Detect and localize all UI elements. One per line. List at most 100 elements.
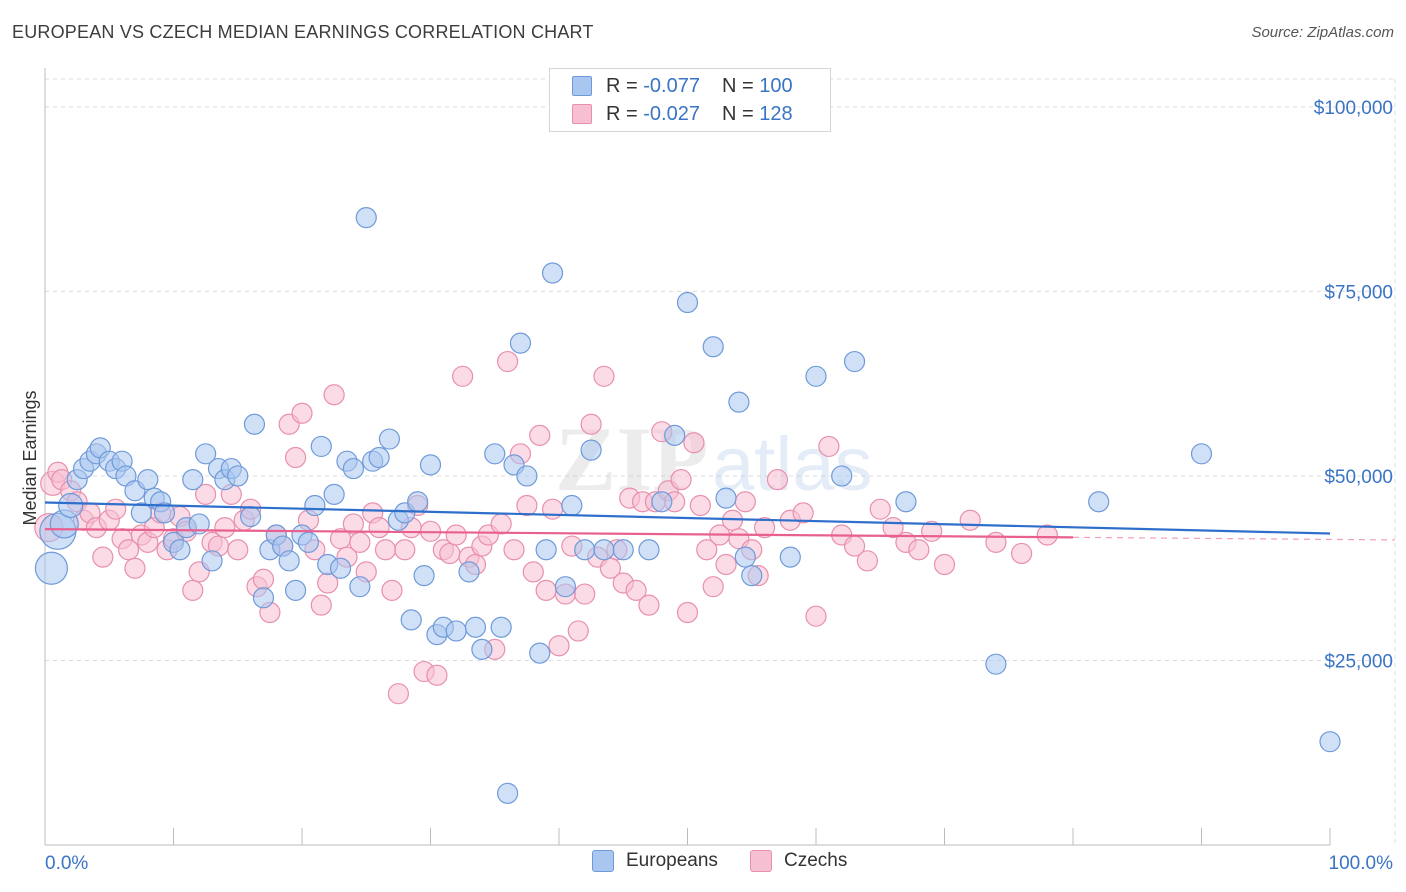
czech-point: [349, 531, 371, 553]
czech-point: [105, 498, 127, 520]
european-point: [323, 483, 345, 506]
european-point: [278, 550, 300, 572]
european-point: [201, 550, 223, 572]
european-point: [561, 494, 583, 517]
czech-point: [452, 365, 474, 387]
czech-point: [541, 498, 564, 520]
legend-swatch-europeans: [572, 76, 592, 96]
legend-label: Europeans: [626, 850, 718, 871]
european-point: [728, 391, 750, 413]
source-label: Source: ZipAtlas.com: [1251, 24, 1394, 41]
european-point: [169, 539, 191, 561]
czech-point: [522, 561, 544, 583]
czech-point: [529, 424, 551, 446]
czech-point: [753, 517, 776, 539]
czech-point: [593, 365, 615, 387]
european-point: [593, 539, 615, 561]
european-point: [535, 539, 557, 561]
legend-label: Czechs: [784, 850, 848, 871]
european-point: [985, 653, 1007, 675]
r-label: R =: [606, 102, 644, 125]
european-point: [471, 638, 493, 661]
czech-point: [574, 583, 596, 605]
czech-point: [548, 635, 570, 657]
czech-point: [985, 531, 1007, 553]
european-point: [1319, 731, 1341, 753]
european-point: [1190, 443, 1213, 465]
y-tick-label: $75,000: [1324, 282, 1393, 303]
legend-swatch-czechs: [572, 104, 592, 124]
european-point: [252, 587, 275, 609]
czech-point: [535, 579, 557, 601]
czech-point: [766, 469, 789, 491]
czech-point: [291, 402, 313, 424]
axis-labels: $25,000 $50,000 $75,000 $100,000 0.0% 100.0% M…: [20, 98, 1393, 874]
europeans-trend-line: [44, 501, 1331, 535]
european-point: [741, 564, 763, 587]
czech-point: [516, 494, 538, 517]
czech-point: [580, 413, 602, 435]
czech-point: [323, 384, 345, 406]
european-point: [297, 531, 320, 553]
correlation-legend: R = -0.077 N = 100 R = -0.027 N = 128: [549, 68, 831, 132]
czech-point: [689, 494, 711, 517]
czech-point: [374, 539, 397, 561]
y-tick-label: $50,000: [1324, 467, 1393, 488]
european-point: [516, 465, 538, 487]
european-point: [529, 642, 551, 664]
european-point: [342, 457, 364, 480]
czechs-trend-line: [44, 527, 1074, 539]
european-point: [638, 539, 660, 561]
czech-point: [445, 524, 467, 546]
n-label: N =: [721, 102, 760, 125]
european-point: [349, 576, 371, 598]
r-label: R =: [606, 74, 644, 97]
czech-point: [599, 557, 622, 579]
european-point: [355, 207, 377, 229]
european-point: [541, 262, 564, 284]
european-point: [734, 546, 756, 568]
european-point: [651, 491, 673, 513]
czech-point: [818, 435, 840, 458]
czech-point: [387, 683, 409, 705]
european-point: [1088, 491, 1110, 513]
legend-row-czechs: R = -0.027 N = 128: [572, 101, 793, 127]
european-point: [779, 546, 801, 568]
legend-swatch-czechs: [750, 850, 772, 872]
czech-point: [670, 469, 692, 491]
european-point: [490, 616, 512, 638]
czech-point: [1010, 542, 1033, 565]
czech-point: [959, 509, 981, 531]
european-point: [676, 291, 699, 314]
x-tick-label-max: 100.0%: [1329, 853, 1394, 874]
czech-point: [368, 517, 390, 539]
r-value: -0.027: [643, 102, 700, 125]
legend-item-czechs[interactable]: Czechs: [750, 850, 847, 872]
czech-point: [426, 664, 448, 686]
legend-item-europeans[interactable]: Europeans: [592, 850, 718, 872]
axes: [44, 68, 1331, 846]
czech-point: [734, 491, 756, 513]
czechs-trend-extension: [1072, 536, 1396, 541]
european-point: [831, 465, 853, 487]
czech-point: [638, 594, 660, 616]
european-point: [400, 609, 422, 631]
european-point: [843, 350, 866, 373]
european-point: [419, 454, 442, 476]
czech-point: [284, 446, 307, 469]
european-point: [329, 557, 352, 579]
legend-swatch-europeans: [592, 850, 614, 872]
european-point: [58, 492, 84, 519]
european-point: [368, 446, 390, 469]
czech-point: [625, 579, 647, 601]
european-point: [464, 616, 487, 638]
european-point: [195, 443, 217, 465]
czech-point: [869, 498, 891, 520]
czech-point: [715, 553, 737, 576]
czech-point: [490, 513, 512, 535]
european-point: [484, 443, 506, 465]
european-point: [378, 428, 400, 450]
european-point: [284, 579, 307, 601]
european-point: [240, 505, 262, 528]
